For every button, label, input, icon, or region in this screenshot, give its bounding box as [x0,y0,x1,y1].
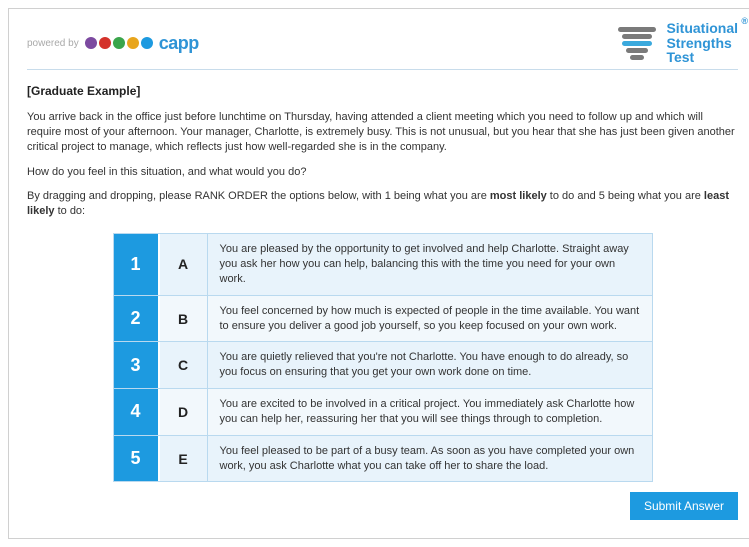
instruction-paragraph: By dragging and dropping, please RANK OR… [27,189,738,219]
rank-letter-cell: D [160,389,208,435]
rank-letter-cell: E [160,436,208,482]
rank-letter-cell: A [160,234,208,295]
brand-circle-icon [99,37,111,49]
rank-option-text: You feel pleased to be part of a busy te… [208,436,652,482]
rank-table: 1AYou are pleased by the opportunity to … [113,233,653,482]
rank-number-cell[interactable]: 4 [114,389,160,435]
rank-option-text: You are excited to be involved in a crit… [208,389,652,435]
scenario-paragraph-1: You arrive back in the office just befor… [27,110,738,155]
rank-number-cell[interactable]: 5 [114,436,160,482]
spinner-bar [622,34,652,39]
footer: Submit Answer [27,492,738,520]
rank-option-text: You are pleased by the opportunity to ge… [208,234,652,295]
spinner-bar [630,55,644,60]
brand-line2: Strengths [666,36,738,51]
brand-line3: Test [666,50,738,65]
submit-answer-button[interactable]: Submit Answer [630,492,738,520]
instruction-bold-most: most likely [490,190,547,202]
spinner-bar [622,41,652,46]
registered-mark: ® [741,17,748,26]
section-title: [Graduate Example] [27,84,738,98]
rank-row[interactable]: 4DYou are excited to be involved in a cr… [114,389,652,436]
brand-circle-icon [127,37,139,49]
instruction-post: to do: [55,205,86,217]
spinner-icon [618,27,656,60]
rank-option-text: You feel concerned by how much is expect… [208,296,652,342]
powered-by-label: powered by [27,38,79,49]
brand-circle-icon [85,37,97,49]
scenario-paragraph-2: How do you feel in this situation, and w… [27,165,738,180]
rank-row[interactable]: 1AYou are pleased by the opportunity to … [114,234,652,296]
brand-line1: Situational [666,21,738,36]
page-container: powered by capp Situational Strengths Te… [8,8,749,539]
brand-text: Situational Strengths Test ® [666,21,738,65]
capp-circles-icon [85,37,153,49]
capp-logo: capp [159,33,199,54]
rank-row[interactable]: 3CYou are quietly relieved that you're n… [114,342,652,389]
instruction-mid: to do and 5 being what you are [547,190,704,202]
brand-block: Situational Strengths Test ® [618,21,738,65]
spinner-bar [618,27,656,32]
brand-circle-icon [113,37,125,49]
powered-by-block: powered by capp [27,33,199,54]
rank-row[interactable]: 2BYou feel concerned by how much is expe… [114,296,652,343]
rank-number-cell[interactable]: 2 [114,296,160,342]
rank-number-cell[interactable]: 1 [114,234,160,295]
header: powered by capp Situational Strengths Te… [27,21,738,70]
rank-letter-cell: B [160,296,208,342]
rank-row[interactable]: 5EYou feel pleased to be part of a busy … [114,436,652,482]
brand-circle-icon [141,37,153,49]
rank-number-cell[interactable]: 3 [114,342,160,388]
rank-letter-cell: C [160,342,208,388]
instruction-pre: By dragging and dropping, please RANK OR… [27,190,490,202]
spinner-bar [626,48,648,53]
rank-option-text: You are quietly relieved that you're not… [208,342,652,388]
